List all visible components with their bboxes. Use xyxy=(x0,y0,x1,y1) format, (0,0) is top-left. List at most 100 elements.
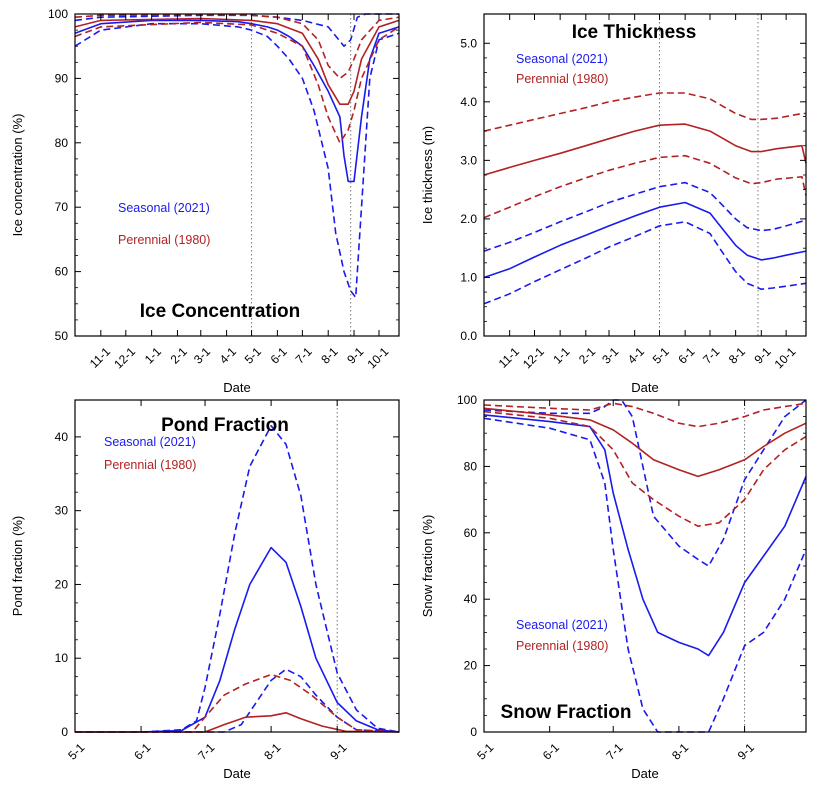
y-tick-label: 100 xyxy=(48,7,68,21)
y-tick-label: 80 xyxy=(55,136,69,150)
series-line-perennial-solid xyxy=(483,407,807,478)
series-line-perennial-solid xyxy=(483,123,807,176)
panel-1: 0.0 1.0 2.0 3.0 4.0 5.0 11-112-1 1-1 2-1 3-1 4-1 5-… xyxy=(420,13,807,395)
y-tick-label: 40 xyxy=(464,592,478,606)
series-line-perennial-dashed xyxy=(483,154,807,219)
y-tick-label: 60 xyxy=(55,265,69,279)
x-tick-label: 11-1 xyxy=(87,344,113,370)
panel-2: 0 10 20 30 40 5-1 6-1 7-1 8-1 9-1 Date Pond fractio… xyxy=(10,399,400,781)
x-tick-label: 11-1 xyxy=(496,344,522,370)
x-tick-label: 4-1 xyxy=(625,344,647,366)
legend-perennial: Perennial (1980) xyxy=(118,233,210,247)
x-axis-label: Date xyxy=(631,380,658,395)
x-tick-label: 5-1 xyxy=(650,344,672,366)
x-axis-label: Date xyxy=(631,766,658,781)
y-tick-label: 0 xyxy=(470,725,477,739)
y-tick-label: 40 xyxy=(55,430,69,444)
legend-perennial: Perennial (1980) xyxy=(516,639,608,653)
x-tick-label: 9-1 xyxy=(344,344,366,366)
panel-0: 50 60 70 80 90 100 11-112-1 1-1 2-1 3-1 4-1 5-1 6-1 7… xyxy=(10,7,400,395)
x-tick-label: 6-1 xyxy=(540,740,562,762)
series-line-perennial-dashed xyxy=(74,21,400,144)
series-line-seasonal-dashed xyxy=(75,668,400,733)
legend-seasonal: Seasonal (2021) xyxy=(516,618,608,632)
series-line-seasonal-dashed xyxy=(75,425,400,733)
x-tick-label: 8-1 xyxy=(261,740,283,762)
legend-seasonal: Seasonal (2021) xyxy=(104,435,196,449)
x-tick-label: 2-1 xyxy=(576,344,598,366)
y-tick-label: 50 xyxy=(55,329,69,343)
y-tick-label: 100 xyxy=(457,393,477,407)
y-axis-label: Pond fraction (%) xyxy=(10,516,25,616)
x-tick-label: 6-1 xyxy=(675,344,697,366)
panel-3: 0 20 40 60 80 100 5-1 6-1 7-1 8-1 9-1 Date Snow frac… xyxy=(420,393,807,781)
x-tick-label: 12-1 xyxy=(111,344,138,371)
y-axis-label: Ice thickness (m) xyxy=(420,126,435,224)
x-axis-label: Date xyxy=(223,766,250,781)
x-axis-label: Date xyxy=(223,380,250,395)
series-line-perennial-solid xyxy=(74,17,400,105)
x-tick-label: 9-1 xyxy=(327,740,349,762)
y-tick-label: 0 xyxy=(61,725,68,739)
y-tick-label: 10 xyxy=(55,651,69,665)
x-tick-label: 7-1 xyxy=(293,344,315,366)
x-tick-label: 12-1 xyxy=(520,344,547,371)
x-tick-label: 9-1 xyxy=(751,344,773,366)
x-tick-label: 8-1 xyxy=(726,344,748,366)
series-line-seasonal-solid xyxy=(483,414,807,657)
y-tick-label: 4.0 xyxy=(460,95,477,109)
y-tick-label: 30 xyxy=(55,504,69,518)
x-tick-label: 8-1 xyxy=(669,740,691,762)
x-tick-label: 1-1 xyxy=(550,344,572,366)
series-line-seasonal-dashed xyxy=(483,399,807,567)
series-line-seasonal-solid xyxy=(75,546,400,733)
y-tick-label: 1.0 xyxy=(460,270,477,284)
chart-title: Ice Concentration xyxy=(140,301,300,322)
x-tick-label: 9-1 xyxy=(735,740,757,762)
x-tick-label: 7-1 xyxy=(700,344,722,366)
series-line-seasonal-dashed xyxy=(483,417,807,733)
x-tick-label: 5-1 xyxy=(65,740,87,762)
legend-seasonal: Seasonal (2021) xyxy=(118,201,210,215)
chart-title: Ice Thickness xyxy=(572,22,697,43)
series-line-seasonal-dashed xyxy=(74,13,399,47)
y-tick-label: 80 xyxy=(464,459,478,473)
series-line-seasonal-dashed xyxy=(483,181,807,252)
x-tick-label: 7-1 xyxy=(195,740,217,762)
x-tick-label: 6-1 xyxy=(268,344,290,366)
y-tick-label: 20 xyxy=(464,659,478,673)
x-tick-label: 3-1 xyxy=(599,344,621,366)
chart-title: Pond Fraction xyxy=(161,415,289,436)
legend-perennial: Perennial (1980) xyxy=(516,72,608,86)
series-line-seasonal-solid xyxy=(74,19,400,183)
plot-frame xyxy=(74,399,400,733)
x-tick-label: 10-1 xyxy=(364,344,391,371)
series-line-seasonal-dashed xyxy=(74,22,400,299)
chart-title: Snow Fraction xyxy=(501,702,632,723)
x-tick-label: 6-1 xyxy=(131,740,153,762)
y-tick-label: 5.0 xyxy=(460,36,477,50)
series-line-perennial-dashed xyxy=(483,92,806,132)
x-tick-label: 5-1 xyxy=(474,740,496,762)
x-tick-label: 10-1 xyxy=(772,344,799,371)
series-line-perennial-dashed xyxy=(483,410,807,527)
series-line-seasonal-solid xyxy=(483,201,807,279)
y-axis-label: Snow fraction (%) xyxy=(420,515,435,618)
y-tick-label: 2.0 xyxy=(460,212,477,226)
legend-perennial: Perennial (1980) xyxy=(104,458,196,472)
series-line-perennial-dashed xyxy=(75,673,400,733)
y-tick-label: 70 xyxy=(55,200,69,214)
series-line-perennial-dashed xyxy=(483,402,807,428)
y-tick-label: 3.0 xyxy=(460,153,477,167)
x-tick-label: 1-1 xyxy=(142,344,164,366)
x-tick-label: 3-1 xyxy=(191,344,213,366)
x-tick-label: 2-1 xyxy=(168,344,190,366)
x-tick-label: 4-1 xyxy=(217,344,239,366)
y-axis-label: Ice concentration (%) xyxy=(10,114,25,237)
series-line-perennial-solid xyxy=(75,712,400,733)
legend-seasonal: Seasonal (2021) xyxy=(516,52,608,66)
series-line-perennial-dashed xyxy=(74,13,400,80)
y-tick-label: 90 xyxy=(55,71,69,85)
x-tick-label: 5-1 xyxy=(242,344,264,366)
